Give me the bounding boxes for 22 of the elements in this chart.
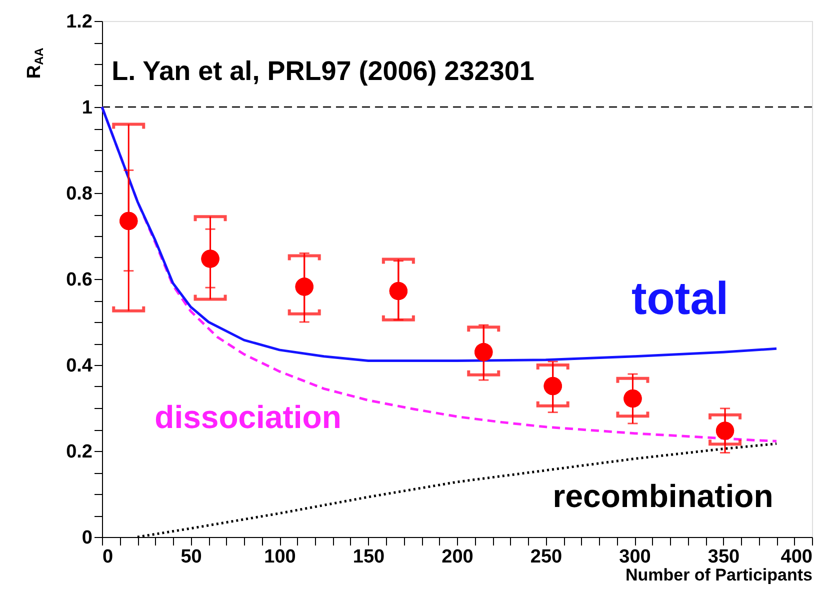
x-tick-label: 100 [264,546,296,568]
y-tick-label: 1 [82,98,93,118]
x-tick-label: 0 [102,546,114,568]
x-axis-title: Number of Participants [625,566,812,584]
y-axis-title: RAA [24,47,46,79]
x-tick-label: 50 [180,546,202,568]
y-tick-label: 0.4 [66,356,93,376]
series-label: recombination [552,478,774,514]
x-tick-label: 400 [780,546,812,568]
x-tick-label: 250 [530,546,562,568]
y-tick-label: 0 [82,528,92,548]
y-tick-label: 0.8 [66,184,92,204]
x-tick-label: 200 [442,546,474,568]
x-tick-label: 150 [352,546,385,568]
x-tick-label: 300 [619,546,651,568]
y-tick-label: 0.6 [66,270,92,290]
series-label: total [631,272,729,324]
y-tick-label: 1.2 [66,12,92,32]
series-label: dissociation [154,399,342,435]
annotation: L. Yan et al, PRL97 (2006) 232301 [112,56,534,86]
y-tick-label: 0.2 [66,442,92,462]
x-tick-label: 350 [708,546,740,568]
